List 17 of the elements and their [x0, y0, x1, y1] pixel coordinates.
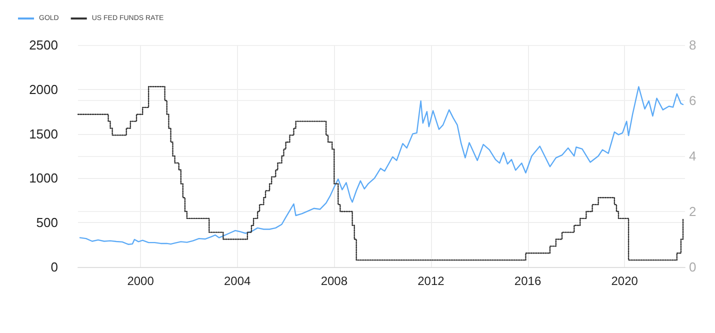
y-tick-label: 1500: [29, 126, 58, 142]
y2-tick-label: 0: [689, 260, 696, 274]
y2-tick-label: 8: [689, 38, 696, 52]
y-tick-label: 1000: [29, 170, 58, 186]
y-tick-label: 500: [36, 215, 58, 230]
x-tick-label: 2012: [418, 274, 445, 288]
x-tick-label: 2000: [127, 274, 154, 288]
y2-tick-label: 6: [689, 93, 696, 108]
y2-tick-label: 4: [689, 148, 696, 164]
x-tick-label: 2004: [224, 274, 252, 288]
y2-tick-label: 2: [689, 204, 696, 219]
y-tick-label: 2500: [29, 38, 58, 52]
y-tick-label: 0: [50, 260, 58, 274]
x-tick-label: 2020: [611, 274, 638, 288]
y-tick-label: 2000: [29, 82, 58, 97]
x-tick-label: 2008: [320, 274, 348, 288]
x-tick-label: 2016: [514, 274, 542, 288]
